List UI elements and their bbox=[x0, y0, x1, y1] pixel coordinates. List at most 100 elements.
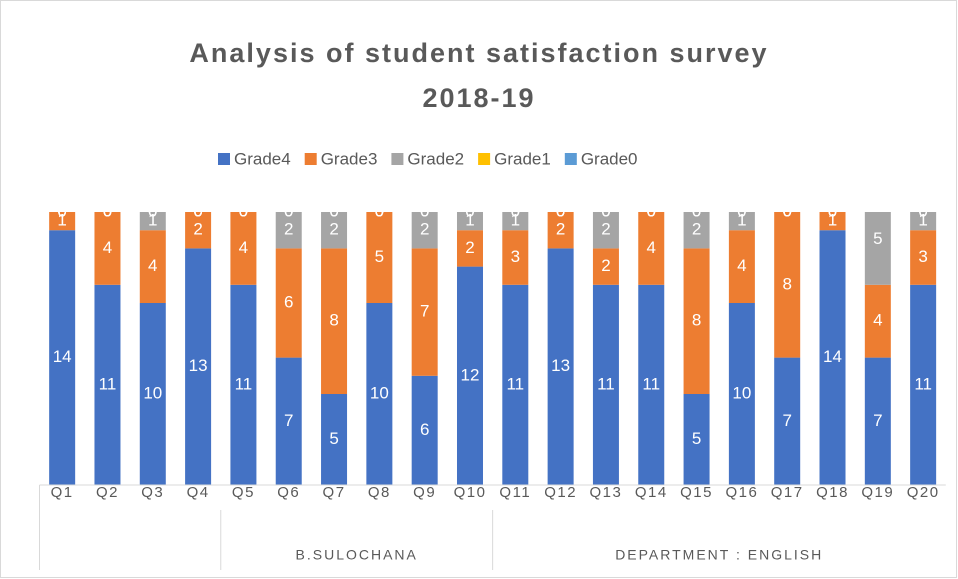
bar-segment bbox=[275, 357, 302, 485]
bar-segment bbox=[547, 248, 574, 485]
data-label: 8 bbox=[782, 274, 791, 293]
bar-segment bbox=[139, 212, 166, 231]
data-label: 1 bbox=[148, 211, 157, 230]
data-label: 8 bbox=[692, 311, 701, 330]
bar-segment bbox=[819, 212, 846, 231]
data-label: 10 bbox=[143, 383, 162, 402]
data-label: 1 bbox=[57, 211, 66, 230]
data-label: 0 bbox=[556, 201, 565, 220]
data-label: 11 bbox=[597, 374, 615, 393]
bar-segment bbox=[275, 212, 302, 249]
data-label: 0 bbox=[193, 201, 202, 220]
data-label: 2 bbox=[329, 220, 338, 239]
bar-segment bbox=[411, 375, 438, 485]
data-label: 4 bbox=[647, 238, 656, 257]
legend-label: Grade4 bbox=[234, 149, 291, 168]
bar-segment bbox=[638, 284, 665, 485]
data-label: 0 bbox=[556, 201, 565, 220]
data-label: 4 bbox=[239, 238, 248, 257]
data-label: 1 bbox=[737, 211, 746, 230]
bar-segment bbox=[592, 284, 619, 485]
data-label: 0 bbox=[57, 201, 66, 220]
data-label: 2 bbox=[465, 238, 474, 257]
data-label: 0 bbox=[692, 201, 701, 220]
data-label: 8 bbox=[329, 311, 338, 330]
bar-segment bbox=[683, 394, 710, 485]
bar-segment bbox=[774, 212, 801, 358]
x-tick-label: Q18 bbox=[816, 484, 849, 501]
data-label: 2 bbox=[692, 220, 701, 239]
x-tick-label: Q14 bbox=[635, 484, 668, 501]
group-label: DEPARTMENT : ENGLISH bbox=[615, 547, 823, 563]
data-label: 2 bbox=[284, 220, 293, 239]
bar-segment bbox=[456, 212, 483, 231]
data-label: 0 bbox=[329, 201, 338, 220]
data-label: 0 bbox=[465, 201, 474, 220]
bar-segment bbox=[864, 284, 891, 358]
bar-segment bbox=[94, 284, 121, 485]
x-tick-label: Q19 bbox=[861, 484, 894, 501]
bar-segment bbox=[230, 284, 257, 485]
group-label: B.SULOCHANA bbox=[296, 547, 418, 563]
x-tick-label: Q15 bbox=[680, 484, 713, 501]
bar-segment bbox=[411, 248, 438, 376]
data-label: 0 bbox=[828, 201, 837, 220]
data-label: 14 bbox=[823, 347, 842, 366]
data-label: 2 bbox=[420, 220, 429, 239]
bar-segment bbox=[910, 212, 937, 231]
data-label: 0 bbox=[601, 201, 610, 220]
data-label: 6 bbox=[284, 292, 293, 311]
x-tick-label: Q2 bbox=[96, 484, 119, 501]
data-label: 13 bbox=[189, 356, 208, 375]
x-tick-label: Q1 bbox=[51, 484, 74, 501]
data-label: 2 bbox=[601, 220, 610, 239]
data-label: 5 bbox=[375, 247, 384, 266]
data-label: 11 bbox=[506, 374, 524, 393]
data-label: 0 bbox=[103, 201, 112, 220]
data-label: 0 bbox=[375, 201, 384, 220]
bar-segment bbox=[230, 212, 257, 285]
bar-segment bbox=[411, 212, 438, 249]
bar-segment bbox=[728, 212, 755, 231]
data-label: 5 bbox=[329, 429, 338, 448]
bar-segment bbox=[456, 266, 483, 485]
bar-segment bbox=[592, 248, 619, 285]
bar-segment bbox=[366, 212, 393, 303]
bar-segment bbox=[185, 248, 212, 485]
x-tick-label: Q8 bbox=[368, 484, 391, 501]
data-label: 0 bbox=[57, 201, 66, 220]
data-label: 0 bbox=[420, 201, 429, 220]
data-label: 0 bbox=[511, 201, 520, 220]
bar-segment bbox=[502, 284, 529, 485]
bar-segment bbox=[502, 212, 529, 231]
data-label: 7 bbox=[420, 302, 429, 321]
legend-swatch bbox=[564, 153, 577, 165]
data-label: 0 bbox=[737, 201, 746, 220]
data-label: 0 bbox=[103, 201, 112, 220]
data-label: 0 bbox=[828, 201, 837, 220]
data-label: 4 bbox=[737, 256, 746, 275]
data-label: 0 bbox=[148, 201, 157, 220]
data-label: 0 bbox=[918, 201, 927, 220]
bar-segment bbox=[910, 230, 937, 285]
x-tick-label: Q12 bbox=[544, 484, 577, 501]
bar-segment bbox=[728, 230, 755, 303]
data-label: 3 bbox=[511, 247, 520, 266]
bar-segment bbox=[321, 212, 348, 249]
legend-swatch bbox=[478, 153, 491, 165]
data-label: 0 bbox=[465, 201, 474, 220]
bar-segment bbox=[49, 230, 76, 485]
bar-segment bbox=[547, 212, 574, 249]
chart-title: Analysis of student satisfaction survey bbox=[189, 38, 768, 68]
data-label: 6 bbox=[420, 420, 429, 439]
data-label: 0 bbox=[103, 201, 112, 220]
data-label: 0 bbox=[828, 201, 837, 220]
bar-segment bbox=[49, 212, 76, 231]
bar-segment bbox=[94, 212, 121, 285]
legend-swatch bbox=[218, 153, 230, 165]
x-tick-label: Q5 bbox=[232, 484, 255, 501]
x-tick-label: Q10 bbox=[454, 484, 487, 501]
data-label: 0 bbox=[918, 201, 927, 220]
data-label: 7 bbox=[284, 411, 293, 430]
